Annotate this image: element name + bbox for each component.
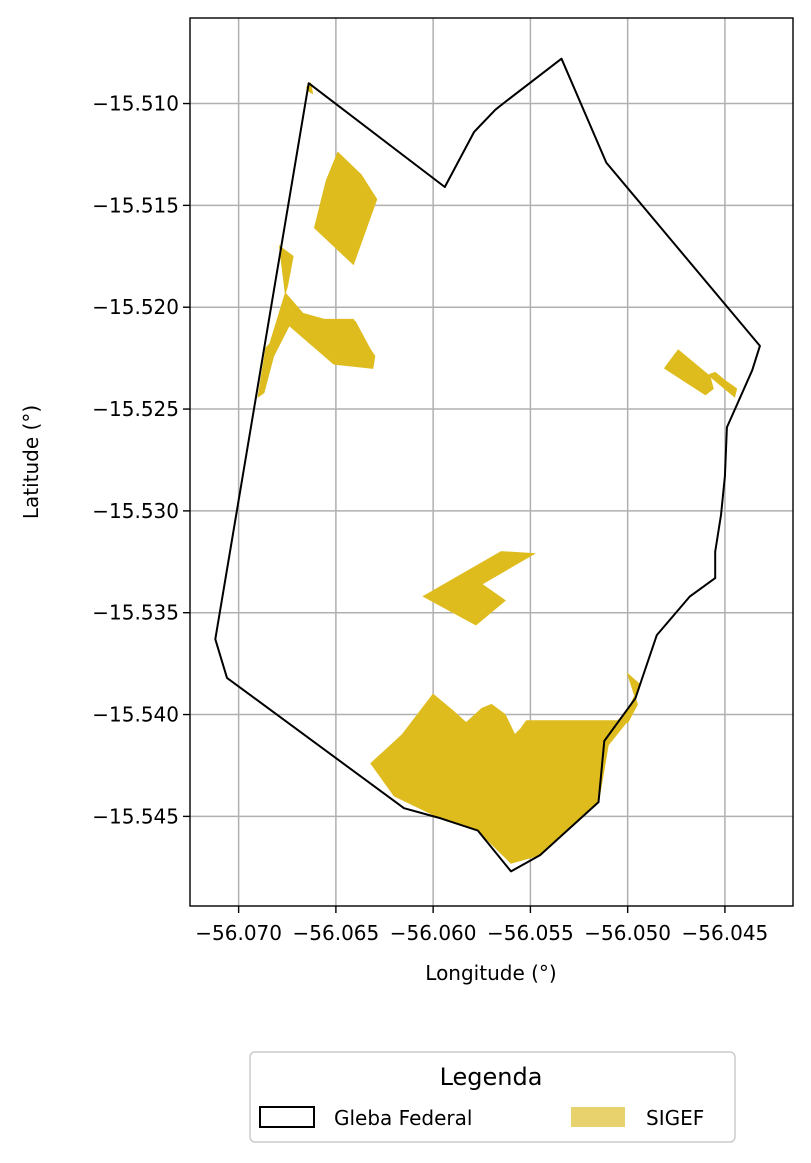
sigef-parcel	[331, 321, 374, 359]
legend-title: Legenda	[440, 1063, 543, 1091]
y-tick-label: −15.520	[92, 295, 179, 319]
tick-layer: −56.070 −56.065 −56.060 −56.055 −56.050 −56.0…	[92, 92, 768, 945]
legend-gleba-label: Gleba Federal	[334, 1106, 472, 1130]
gleba-layer	[214, 57, 761, 873]
sigef-parcel	[257, 244, 376, 398]
legend-gleba-swatch	[259, 1106, 315, 1128]
x-tick-label: −56.050	[584, 921, 671, 945]
y-tick-label: −15.535	[92, 601, 179, 625]
legend-sigef-swatch	[571, 1107, 625, 1127]
gleba-federal-boundary	[214, 57, 761, 873]
x-axis-label: Longitude (°)	[425, 961, 556, 985]
y-tick-label: −15.525	[92, 397, 179, 421]
x-tick-label: −56.045	[682, 921, 769, 945]
y-tick-label: −15.545	[92, 804, 179, 828]
x-tick-label: −56.055	[487, 921, 574, 945]
x-tick-label: −56.070	[195, 921, 282, 945]
x-tick-label: −56.060	[390, 921, 477, 945]
y-tick-label: −15.515	[92, 193, 179, 217]
sigef-parcel	[313, 151, 378, 266]
sigef-parcel	[370, 693, 629, 864]
y-tick-label: −15.510	[92, 92, 179, 116]
y-axis-label: Latitude (°)	[19, 405, 43, 519]
sigef-layer	[257, 82, 738, 864]
sigef-parcel	[663, 349, 738, 398]
y-tick-label: −15.530	[92, 499, 179, 523]
sigef-parcel	[422, 551, 536, 626]
legend-sigef-label: SIGEF	[646, 1106, 704, 1130]
y-tick-label: −15.540	[92, 703, 179, 727]
plot-frame	[189, 17, 794, 907]
legend: Legenda Gleba Federal SIGEF	[249, 1051, 736, 1143]
x-tick-label: −56.065	[293, 921, 380, 945]
